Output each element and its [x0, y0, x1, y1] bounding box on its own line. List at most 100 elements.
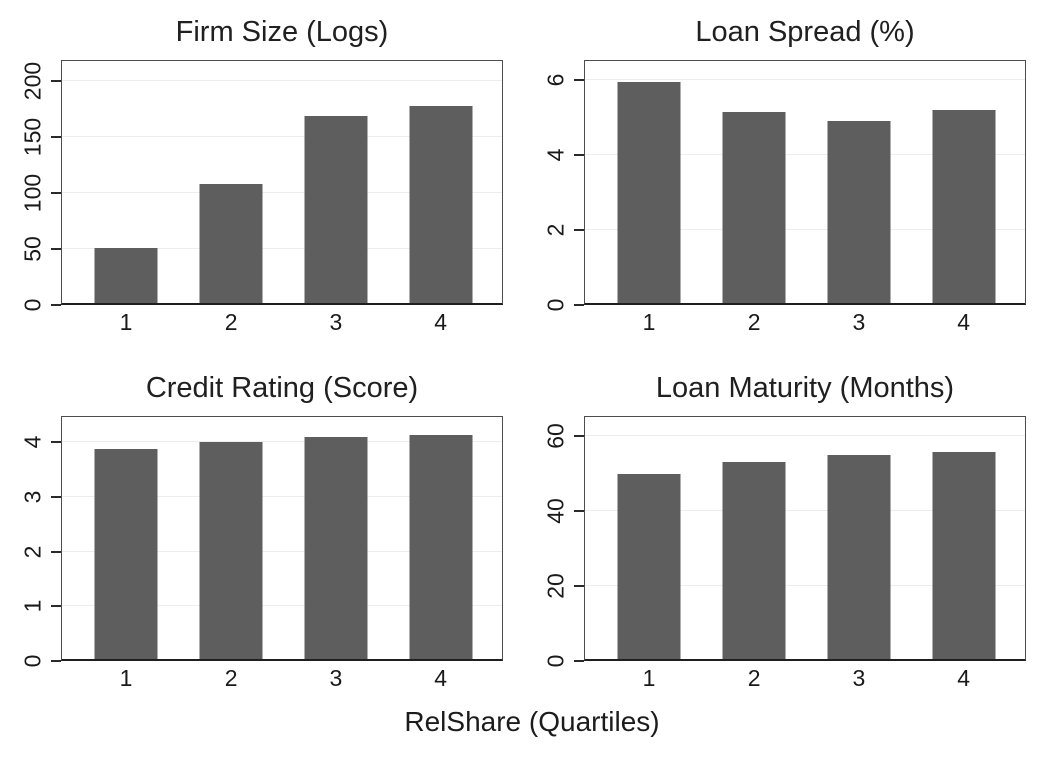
bar-q3 [827, 121, 891, 305]
x-tick-label: 2 [747, 665, 761, 691]
bar-q1 [617, 81, 681, 305]
gridline [584, 228, 1026, 230]
gridline [61, 550, 503, 552]
bar-q2 [199, 184, 263, 305]
y-tick-label: 100 [19, 173, 46, 213]
plot-area: 0 50 100 150 200 [20, 60, 503, 311]
gridline [584, 78, 1026, 80]
y-tick-mark [51, 304, 61, 306]
gridline [61, 136, 503, 137]
y-tick-mark [51, 80, 61, 82]
x-axis-labels: 1 2 3 4 [584, 664, 1026, 694]
chart-title: Firm Size (Logs) [175, 16, 389, 48]
x-axis-labels: 1 2 3 4 [584, 308, 1026, 338]
y-tick-mark [574, 304, 584, 306]
x-tick-label: 2 [224, 665, 238, 691]
y-tick-label: 50 [19, 236, 46, 262]
x-axis-labels: 1 2 3 4 [61, 308, 503, 338]
chart-title: Loan Spread (%) [695, 16, 915, 48]
gridline [584, 585, 1026, 586]
y-tick-label: 3 [19, 490, 46, 504]
gridline [584, 510, 1026, 511]
y-tick-label: 40 [542, 498, 569, 524]
bar-q3 [827, 454, 891, 661]
x-tick-label: 4 [957, 665, 971, 691]
y-tick-mark [574, 435, 584, 437]
gridline [61, 192, 503, 193]
x-tick-label: 3 [329, 309, 343, 335]
y-tick-label: 0 [19, 654, 46, 668]
bar-q2 [199, 442, 263, 661]
gridline [61, 80, 503, 81]
bar-q4 [932, 109, 996, 305]
gridline [584, 435, 1026, 436]
y-tick-label: 6 [542, 73, 569, 87]
bar-q2 [722, 462, 786, 661]
y-tick-label: 1 [19, 599, 46, 613]
y-tick-label: 60 [542, 423, 569, 449]
x-tick-label: 4 [434, 665, 448, 691]
y-tick-label: 2 [19, 545, 46, 559]
x-tick-label: 3 [329, 665, 343, 691]
gridline [61, 248, 503, 249]
plot-area: 0 20 40 60 [543, 416, 1026, 667]
x-axis-labels: 1 2 3 4 [61, 664, 503, 694]
panel-firm-size: Firm Size (Logs) 0 50 100 150 200 1 2 3 4 [0, 0, 532, 346]
bar-q4 [409, 105, 473, 305]
y-tick-mark [574, 78, 584, 81]
chart-title: Credit Rating (Score) [145, 372, 419, 404]
bar-q4 [932, 452, 996, 661]
x-tick-label: 3 [852, 665, 866, 691]
chart-title: Loan Maturity (Months) [655, 372, 955, 404]
bar-q3 [304, 436, 368, 661]
x-tick-label: 1 [119, 665, 133, 691]
y-tick-label: 0 [19, 298, 46, 312]
plot-area: 0 1 2 3 4 [20, 416, 503, 667]
bar-q4 [409, 434, 473, 661]
bar-q1 [617, 473, 681, 661]
y-tick-mark [574, 228, 584, 231]
y-tick-mark [51, 660, 61, 662]
y-tick-label: 4 [542, 148, 569, 162]
y-tick-mark [51, 248, 61, 250]
x-tick-label: 4 [434, 309, 448, 335]
y-tick-mark [574, 510, 584, 512]
gridline [61, 441, 503, 443]
y-tick-mark [574, 660, 584, 662]
y-tick-label: 0 [542, 298, 569, 312]
y-tick-label: 2 [542, 223, 569, 237]
y-tick-label: 4 [19, 435, 46, 449]
y-tick-mark [574, 585, 584, 587]
y-tick-label: 200 [19, 61, 46, 101]
y-tick-mark [574, 153, 584, 156]
y-tick-mark [51, 495, 61, 498]
y-tick-mark [51, 550, 61, 553]
x-tick-label: 1 [642, 309, 656, 335]
x-tick-label: 4 [957, 309, 971, 335]
y-tick-label: 20 [542, 573, 569, 599]
y-tick-label: 0 [542, 654, 569, 668]
bar-q1 [94, 449, 158, 661]
gridline [61, 495, 503, 497]
panel-loan-maturity: Loan Maturity (Months) 0 20 40 60 1 2 3 4 [532, 356, 1064, 702]
y-tick-mark [51, 136, 61, 138]
y-tick-mark [51, 192, 61, 194]
bar-q3 [304, 115, 368, 305]
y-tick-mark [51, 441, 61, 444]
bar-q2 [722, 111, 786, 305]
gridline [584, 153, 1026, 155]
bar-q1 [94, 247, 158, 305]
x-tick-label: 3 [852, 309, 866, 335]
panel-loan-spread: Loan Spread (%) 0 2 4 6 1 2 3 4 [532, 0, 1064, 346]
y-tick-mark [51, 605, 61, 608]
x-tick-label: 1 [642, 665, 656, 691]
gridline [61, 605, 503, 607]
x-tick-label: 1 [119, 309, 133, 335]
figure-x-axis-label: RelShare (Quartiles) [404, 706, 660, 737]
x-tick-label: 2 [747, 309, 761, 335]
y-tick-label: 150 [19, 117, 46, 157]
x-tick-label: 2 [224, 309, 238, 335]
panel-credit-rating: Credit Rating (Score) 0 1 2 3 4 1 2 3 4 [0, 356, 532, 702]
plot-area: 0 2 4 6 [543, 60, 1026, 311]
